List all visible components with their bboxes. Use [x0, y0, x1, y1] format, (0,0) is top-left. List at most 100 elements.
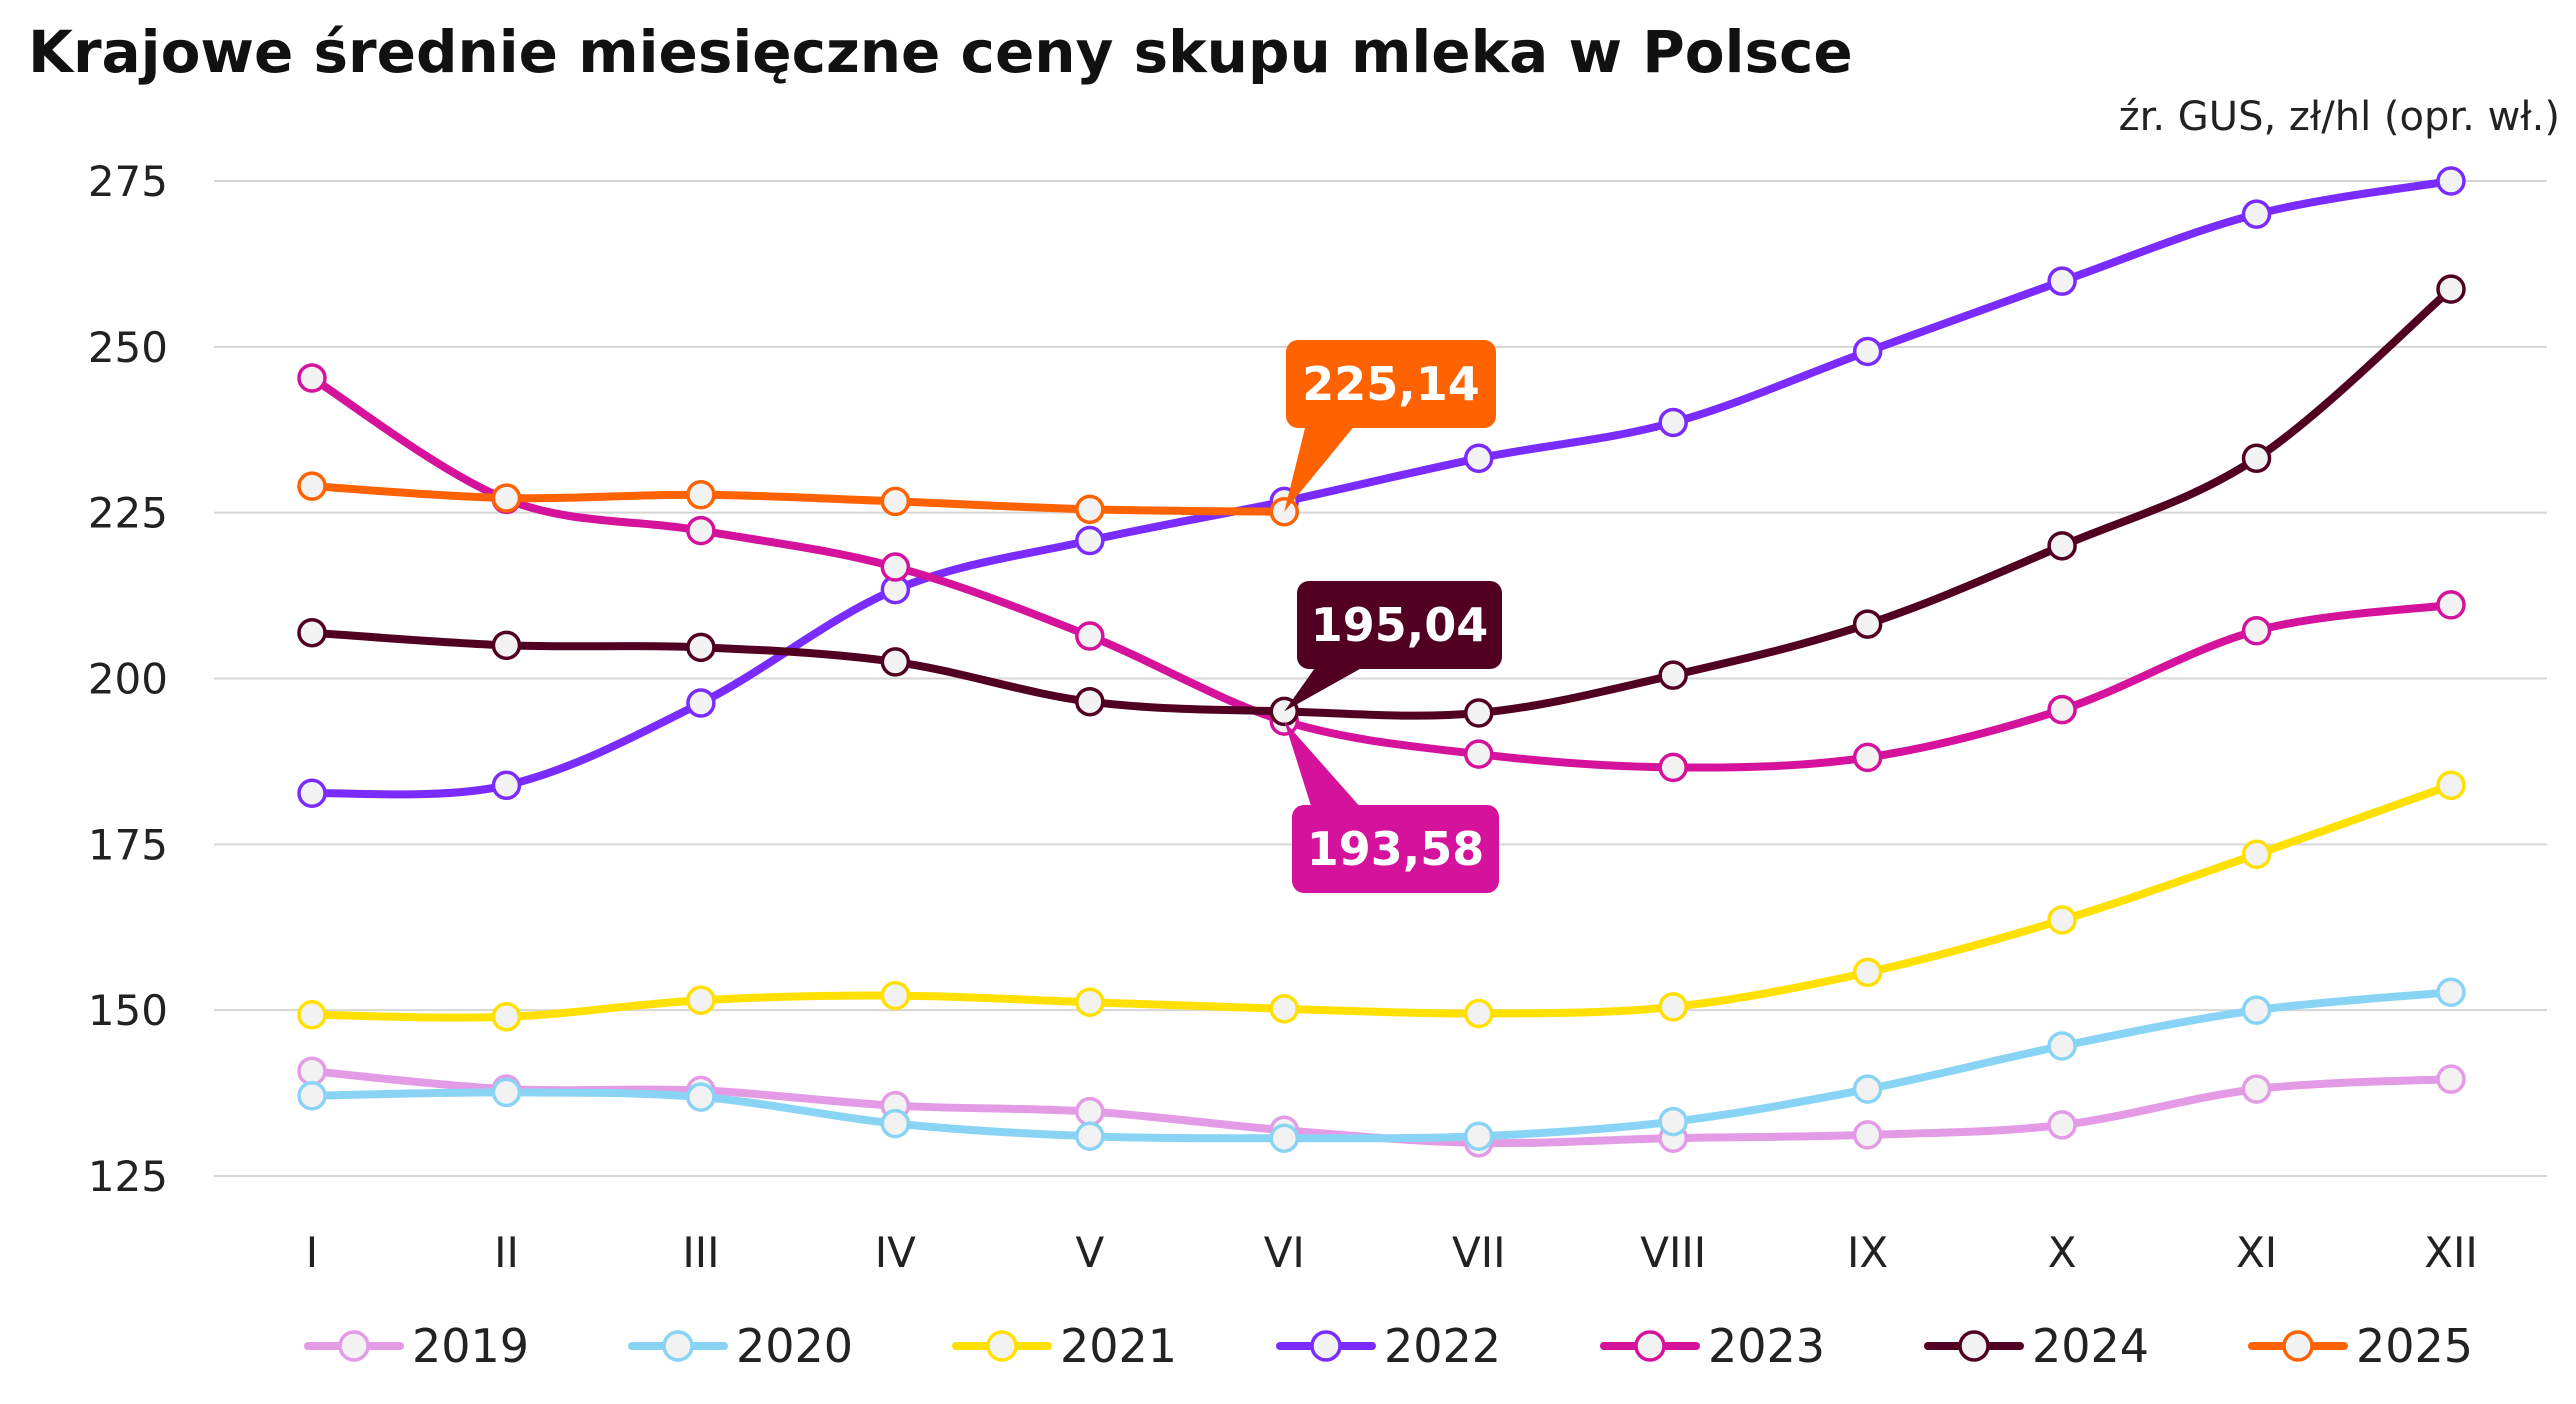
legend-label: 2025: [2356, 1319, 2473, 1373]
data-point-2023: [1075, 621, 1105, 651]
data-point-2024: [686, 632, 716, 663]
chart-title: Krajowe średnie miesięczne ceny skupu ml…: [28, 18, 1853, 86]
y-tick-label: 200: [88, 655, 168, 704]
legend-item-2025: 2025: [2248, 1319, 2473, 1373]
data-point-2022: [2241, 199, 2272, 229]
data-point-2021: [2241, 839, 2272, 870]
data-point-2021: [686, 985, 716, 1015]
data-point-2023: [880, 552, 911, 582]
data-point-2025: [491, 483, 522, 513]
data-point-2023: [686, 515, 716, 546]
data-point-2020: [1852, 1074, 1883, 1104]
annotation-2023: 193,58: [1284, 721, 1499, 893]
legend-item-2019: 2019: [304, 1319, 529, 1373]
data-point-2025: [297, 471, 327, 501]
data-point-2021: [1658, 992, 1688, 1022]
data-point-2020: [1075, 1121, 1105, 1151]
x-tick-label: X: [2048, 1228, 2077, 1277]
y-tick-label: 175: [88, 820, 168, 869]
data-point-2022: [491, 770, 522, 801]
x-tick-label: V: [1075, 1228, 1104, 1277]
data-point-2024: [1658, 660, 1688, 690]
data-point-2023: [2436, 590, 2466, 620]
data-point-2023: [1658, 752, 1688, 783]
data-point-2023: [297, 363, 327, 393]
annotation-label: 225,14: [1302, 357, 1480, 411]
data-point-2022: [686, 688, 716, 718]
data-point-2020: [2047, 1031, 2077, 1061]
annotation-2024: 195,04: [1284, 581, 1502, 712]
data-point-2024: [2436, 274, 2466, 304]
data-point-2024: [2241, 443, 2272, 474]
legend-item-2024: 2024: [1924, 1319, 2149, 1373]
x-tick-label: XI: [2236, 1228, 2277, 1277]
data-point-2020: [686, 1082, 716, 1112]
legend-label: 2021: [1060, 1319, 1177, 1373]
legend-item-2020: 2020: [628, 1319, 853, 1373]
data-point-2020: [297, 1080, 327, 1111]
data-point-2022: [1075, 525, 1105, 556]
data-point-2019: [297, 1056, 327, 1086]
x-tick-label: XII: [2424, 1228, 2478, 1277]
data-point-2025: [686, 480, 716, 510]
x-tick-label: VI: [1264, 1228, 1305, 1277]
data-point-2022: [1658, 407, 1688, 438]
data-point-2022: [1463, 443, 1494, 474]
data-point-2024: [1463, 698, 1494, 728]
data-point-2019: [1075, 1096, 1105, 1127]
y-tick-label: 150: [88, 986, 168, 1035]
data-point-2020: [1463, 1121, 1494, 1151]
x-tick-label: II: [494, 1228, 519, 1277]
legend-label: 2023: [1708, 1319, 1825, 1373]
data-point-2020: [491, 1077, 522, 1108]
annotation-label: 195,04: [1311, 598, 1489, 652]
data-point-2024: [1075, 686, 1105, 717]
data-point-2021: [2436, 770, 2466, 801]
data-point-2020: [2241, 995, 2272, 1025]
x-tick-label: VIII: [1640, 1228, 1706, 1277]
data-point-2019: [2241, 1074, 2272, 1104]
data-point-2020: [1269, 1123, 1300, 1153]
data-point-2020: [1658, 1106, 1688, 1137]
data-point-2021: [491, 1002, 522, 1032]
data-point-2025: [880, 486, 911, 517]
x-tick-label: IX: [1847, 1228, 1888, 1277]
data-point-2020: [880, 1108, 911, 1139]
legend-label: 2020: [736, 1319, 853, 1373]
data-point-2021: [1852, 957, 1883, 988]
data-point-2023: [2241, 615, 2272, 646]
y-tick-label: 275: [88, 157, 168, 206]
data-point-2019: [1852, 1120, 1883, 1150]
data-point-2024: [880, 647, 911, 677]
legend-label: 2019: [412, 1319, 529, 1373]
data-point-2024: [2047, 531, 2077, 561]
data-point-2024: [491, 630, 522, 661]
annotation-label: 193,58: [1307, 822, 1485, 876]
chart-source: źr. GUS, zł/hl (opr. wł.): [2119, 94, 2560, 140]
data-point-2021: [1269, 994, 1300, 1024]
x-tick-label: VII: [1452, 1228, 1506, 1277]
legend-item-2022: 2022: [1276, 1319, 1501, 1373]
data-point-2021: [1075, 987, 1105, 1017]
x-tick-label: IV: [875, 1228, 916, 1277]
legend-label: 2024: [2032, 1319, 2149, 1373]
series-line-2025: [308, 482, 1289, 516]
data-point-2021: [297, 1000, 327, 1030]
series-line-2022: [308, 177, 2455, 799]
data-point-2019: [2436, 1064, 2466, 1094]
legend-item-2023: 2023: [1600, 1319, 1825, 1373]
data-point-2019: [2047, 1110, 2077, 1140]
legend-item-2021: 2021: [952, 1319, 1177, 1373]
y-tick-label: 125: [88, 1152, 168, 1201]
data-point-2022: [2436, 166, 2466, 196]
data-point-2021: [1463, 998, 1494, 1029]
data-point-2023: [2047, 694, 2077, 725]
y-tick-label: 225: [88, 489, 168, 538]
data-point-2025: [1075, 494, 1105, 525]
data-point-2022: [2047, 266, 2077, 296]
data-point-2020: [2436, 977, 2466, 1008]
legend-label: 2022: [1384, 1319, 1501, 1373]
data-point-2025: [1269, 496, 1300, 527]
x-tick-label: III: [682, 1228, 719, 1277]
